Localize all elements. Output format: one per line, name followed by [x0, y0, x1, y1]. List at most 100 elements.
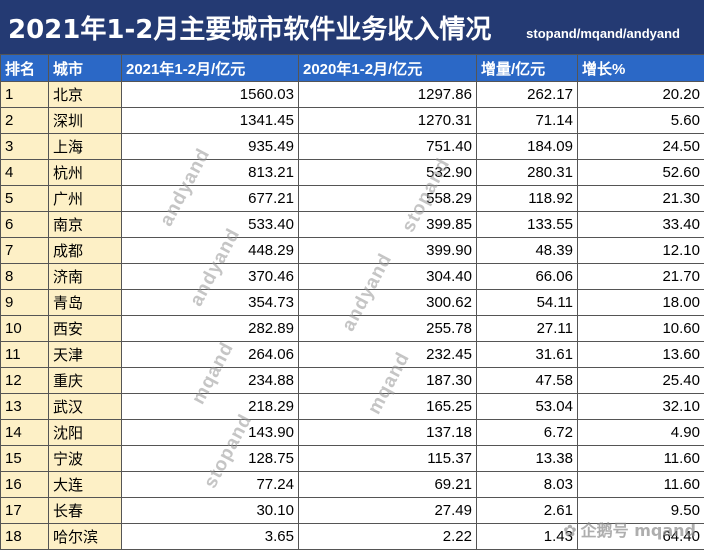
- table-row: 13 武汉 218.29 165.25 53.04 32.10: [0, 393, 704, 420]
- page-subtitle: stopand/mqand/andyand: [526, 26, 680, 41]
- revenue-2020-cell: 2.22: [298, 523, 477, 550]
- data-table: 排名 城市 2021年1-2月/亿元 2020年1-2月/亿元 增量/亿元 增长…: [0, 54, 704, 550]
- increment-cell: 54.11: [476, 289, 578, 316]
- revenue-2021-cell: 30.10: [121, 497, 299, 524]
- table-row: 18 哈尔滨 3.65 2.22 1.43 64.40: [0, 523, 704, 550]
- city-cell: 重庆: [48, 367, 122, 394]
- growth-cell: 9.50: [577, 497, 704, 524]
- rank-cell: 17: [0, 497, 49, 524]
- revenue-2020-cell: 399.90: [298, 237, 477, 264]
- increment-cell: 48.39: [476, 237, 578, 264]
- growth-cell: 4.90: [577, 419, 704, 446]
- revenue-2021-cell: 3.65: [121, 523, 299, 550]
- city-cell: 深圳: [48, 107, 122, 134]
- increment-cell: 71.14: [476, 107, 578, 134]
- growth-cell: 32.10: [577, 393, 704, 420]
- column-header-city: 城市: [48, 54, 122, 82]
- rank-cell: 14: [0, 419, 49, 446]
- table-row: 4 杭州 813.21 532.90 280.31 52.60: [0, 159, 704, 186]
- growth-cell: 11.60: [577, 471, 704, 498]
- city-cell: 武汉: [48, 393, 122, 420]
- table-row: 7 成都 448.29 399.90 48.39 12.10: [0, 237, 704, 264]
- increment-cell: 133.55: [476, 211, 578, 238]
- revenue-2020-cell: 115.37: [298, 445, 477, 472]
- column-header-rank: 排名: [0, 54, 49, 82]
- revenue-2021-cell: 1341.45: [121, 107, 299, 134]
- revenue-2020-cell: 304.40: [298, 263, 477, 290]
- increment-cell: 118.92: [476, 185, 578, 212]
- increment-cell: 8.03: [476, 471, 578, 498]
- revenue-2021-cell: 282.89: [121, 315, 299, 342]
- rank-cell: 8: [0, 263, 49, 290]
- revenue-2021-cell: 354.73: [121, 289, 299, 316]
- table-row: 10 西安 282.89 255.78 27.11 10.60: [0, 315, 704, 342]
- rank-cell: 7: [0, 237, 49, 264]
- table-row: 9 青岛 354.73 300.62 54.11 18.00: [0, 289, 704, 316]
- city-cell: 天津: [48, 341, 122, 368]
- rank-cell: 2: [0, 107, 49, 134]
- revenue-2020-cell: 165.25: [298, 393, 477, 420]
- brand-text: 企鹅号 mqand: [580, 521, 696, 540]
- growth-cell: 5.60: [577, 107, 704, 134]
- table-row: 2 深圳 1341.45 1270.31 71.14 5.60: [0, 107, 704, 134]
- rank-cell: 16: [0, 471, 49, 498]
- growth-cell: 33.40: [577, 211, 704, 238]
- growth-cell: 18.00: [577, 289, 704, 316]
- city-cell: 济南: [48, 263, 122, 290]
- growth-cell: 25.40: [577, 367, 704, 394]
- revenue-2021-cell: 448.29: [121, 237, 299, 264]
- revenue-2021-cell: 77.24: [121, 471, 299, 498]
- city-cell: 长春: [48, 497, 122, 524]
- revenue-2021-cell: 677.21: [121, 185, 299, 212]
- city-cell: 杭州: [48, 159, 122, 186]
- revenue-2020-cell: 255.78: [298, 315, 477, 342]
- title-bar: 2021年1-2月主要城市软件业务收入情况 stopand/mqand/andy…: [0, 0, 704, 54]
- revenue-2021-cell: 935.49: [121, 133, 299, 160]
- growth-cell: 24.50: [577, 133, 704, 160]
- growth-cell: 52.60: [577, 159, 704, 186]
- rank-cell: 1: [0, 81, 49, 108]
- table-row: 16 大连 77.24 69.21 8.03 11.60: [0, 471, 704, 498]
- revenue-2020-cell: 1270.31: [298, 107, 477, 134]
- growth-cell: 20.20: [577, 81, 704, 108]
- table-header-row: 排名 城市 2021年1-2月/亿元 2020年1-2月/亿元 增量/亿元 增长…: [0, 54, 704, 82]
- increment-cell: 66.06: [476, 263, 578, 290]
- rank-cell: 18: [0, 523, 49, 550]
- revenue-2020-cell: 137.18: [298, 419, 477, 446]
- growth-cell: 21.70: [577, 263, 704, 290]
- rank-cell: 4: [0, 159, 49, 186]
- growth-cell: 12.10: [577, 237, 704, 264]
- table-row: 11 天津 264.06 232.45 31.61 13.60: [0, 341, 704, 368]
- growth-cell: 64.40: [577, 523, 704, 550]
- increment-cell: 47.58: [476, 367, 578, 394]
- rank-cell: 3: [0, 133, 49, 160]
- revenue-2021-cell: 264.06: [121, 341, 299, 368]
- table-row: 15 宁波 128.75 115.37 13.38 11.60: [0, 445, 704, 472]
- revenue-2021-cell: 218.29: [121, 393, 299, 420]
- revenue-2020-cell: 399.85: [298, 211, 477, 238]
- revenue-2020-cell: 751.40: [298, 133, 477, 160]
- revenue-2020-cell: 300.62: [298, 289, 477, 316]
- increment-cell: 27.11: [476, 315, 578, 342]
- city-cell: 北京: [48, 81, 122, 108]
- column-header-increment: 增量/亿元: [476, 54, 578, 82]
- revenue-2020-cell: 558.29: [298, 185, 477, 212]
- increment-cell: 13.38: [476, 445, 578, 472]
- growth-cell: 11.60: [577, 445, 704, 472]
- table-row: 8 济南 370.46 304.40 66.06 21.70: [0, 263, 704, 290]
- table-row: 6 南京 533.40 399.85 133.55 33.40: [0, 211, 704, 238]
- revenue-2020-cell: 187.30: [298, 367, 477, 394]
- rank-cell: 10: [0, 315, 49, 342]
- paw-icon: ✿: [563, 521, 577, 540]
- table-row: 14 沈阳 143.90 137.18 6.72 4.90: [0, 419, 704, 446]
- revenue-2021-cell: 370.46: [121, 263, 299, 290]
- brand-watermark: ✿ 企鹅号 mqand: [563, 517, 696, 541]
- rank-cell: 5: [0, 185, 49, 212]
- column-header-2020: 2020年1-2月/亿元: [298, 54, 477, 82]
- column-header-growth: 增长%: [577, 54, 704, 82]
- growth-cell: 10.60: [577, 315, 704, 342]
- rank-cell: 11: [0, 341, 49, 368]
- table-body: 1 北京 1560.03 1297.86 262.17 20.20 2 深圳 1341.45 12…: [0, 81, 704, 550]
- increment-cell: 6.72: [476, 419, 578, 446]
- increment-cell: 31.61: [476, 341, 578, 368]
